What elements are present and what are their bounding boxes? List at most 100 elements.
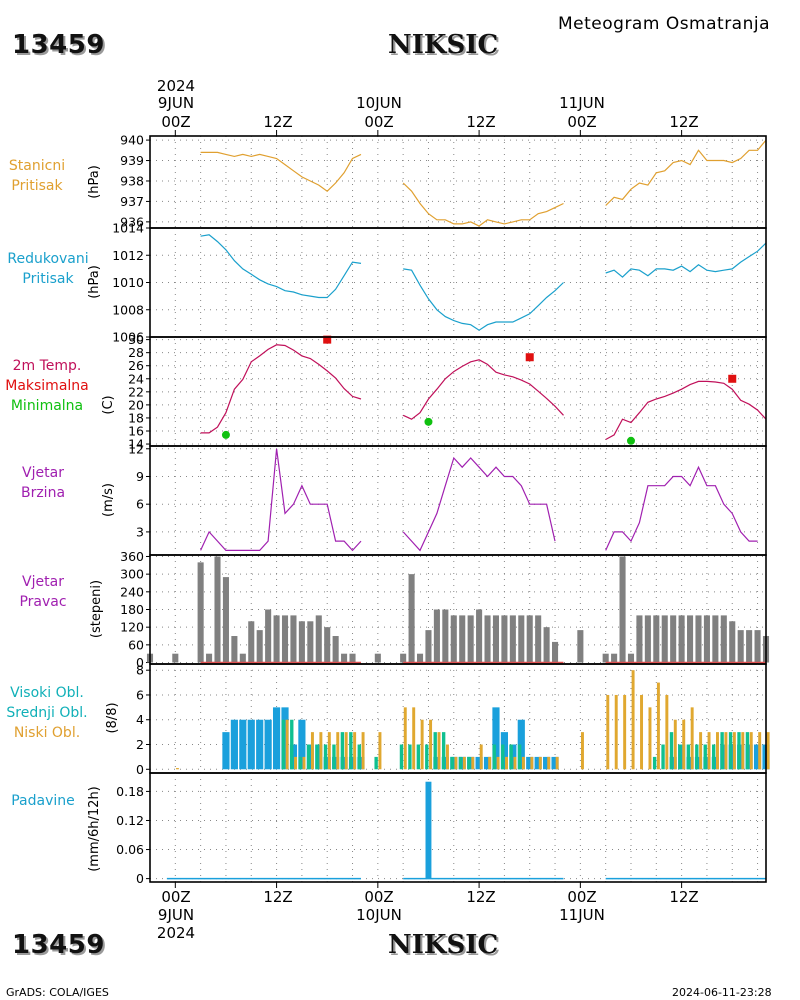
unit-wind-direction: (stepeni) (89, 580, 104, 638)
label-station-pressure-line-2: Pritisak (11, 178, 63, 194)
day-label-bottom-0: 9JUN (157, 906, 195, 924)
bar (737, 630, 744, 663)
hour-label-top-4: 00Z (567, 113, 597, 131)
cloud-bar (412, 707, 416, 770)
y-tick-label: 30 (128, 332, 144, 347)
panel-wind-direction: 0 60 120 180 240 300 360 (120, 549, 770, 670)
cloud-bar (315, 744, 319, 770)
label-clouds: Visoki Obl. Srednji Obl. Niski Obl. (0, 683, 97, 743)
y-tick-label: 6 (136, 497, 144, 512)
min-temp-marker (424, 417, 433, 426)
label-station-pressure: Stanicni Pritisak (0, 156, 87, 196)
chart-title: Meteogram Osmatranja (558, 14, 771, 34)
bar (729, 621, 736, 663)
y-tick-label: 20 (128, 397, 144, 412)
series-line (200, 151, 362, 192)
bar (425, 781, 432, 879)
bar (526, 615, 533, 663)
cloud-bar (454, 756, 458, 770)
bar (492, 615, 500, 663)
label-wind-speed-line-1: Vjetar (22, 465, 64, 481)
bar (307, 621, 314, 663)
label-clouds-line-2: Srednji Obl. (6, 705, 88, 721)
cloud-bar (175, 768, 179, 770)
cloud-bar (501, 744, 505, 770)
series-line (605, 380, 767, 441)
cloud-bar (408, 744, 412, 770)
bar (746, 630, 753, 663)
cloud-bar (745, 732, 750, 770)
cloud-bar (323, 744, 328, 770)
y-tick-label: 28 (128, 345, 144, 360)
bar (265, 609, 272, 663)
cloud-bar (416, 744, 421, 770)
units-layer: (hPa) (hPa) (C) (m/s) (stepeni) (8/8) (m… (87, 165, 120, 872)
cloud-bar (420, 719, 424, 770)
cloud-bar (462, 756, 466, 770)
label-clouds-line-1: Visoki Obl. (10, 685, 84, 701)
bar (222, 577, 229, 663)
series-line (402, 182, 564, 227)
cloud-bar (526, 756, 534, 770)
y-tick-label: 1006 (112, 330, 144, 345)
series-line (200, 234, 362, 299)
cloud-bar (669, 732, 674, 770)
cloud-bar (344, 732, 348, 770)
y-tick-label: 12 (128, 441, 144, 456)
bar (661, 615, 668, 663)
cloud-bar (399, 744, 404, 770)
cloud-bar (513, 756, 517, 770)
hour-label-bottom-4: 00Z (567, 888, 597, 906)
cloud-bar (445, 744, 449, 770)
max-temp-marker (323, 335, 332, 344)
bar (332, 636, 339, 663)
y-tick-label: 120 (120, 620, 144, 635)
y-tick-label: 9 (136, 469, 144, 484)
hour-label-top-3: 12Z (466, 113, 496, 131)
bar (206, 653, 213, 663)
cloud-bar (682, 719, 686, 770)
cloud-bar (247, 719, 255, 770)
panel-frame (149, 135, 767, 229)
y-tick-label: 300 (120, 567, 144, 582)
cloud-bar (580, 732, 584, 770)
cloud-bar (294, 756, 298, 770)
cloud-bar (538, 756, 542, 770)
hour-label-bottom-3: 12Z (466, 888, 496, 906)
cloud-bar (483, 756, 492, 770)
cloud-bar (551, 756, 559, 770)
cloud-bar (357, 744, 361, 770)
y-tick-label: 4 (136, 712, 144, 727)
hour-label-top-2: 00Z (364, 113, 394, 131)
cloud-bar (661, 744, 665, 770)
cloud-bar (429, 719, 433, 770)
cloud-bar (766, 732, 770, 770)
y-tick-label: 1014 (112, 221, 144, 236)
day-label-top-0: 9JUN (157, 94, 195, 112)
bar (687, 615, 694, 663)
cloud-bar (374, 756, 378, 770)
label-wind-direction: Vjetar Pravac (0, 572, 93, 612)
cloud-bar (302, 756, 306, 770)
y-tick-label: 936 (120, 214, 144, 229)
series-line (200, 344, 362, 434)
cloud-bar (711, 744, 716, 770)
cloud-bar (479, 744, 483, 770)
bar (720, 615, 727, 663)
y-tick-label: 0.06 (116, 842, 144, 857)
year-label-top: 2024 (156, 77, 196, 95)
cloud-bar (475, 756, 483, 770)
bar (298, 621, 305, 663)
cloud-bar (648, 707, 652, 770)
label-station-pressure-line-1: Stanicni (8, 158, 66, 174)
bar (239, 653, 246, 663)
cloud-bar (450, 756, 454, 770)
cloud-bar (631, 670, 635, 770)
bar (518, 615, 525, 663)
y-tick-label: 18 (128, 410, 144, 425)
cloud-bar (555, 756, 559, 770)
cloud-bar (505, 756, 508, 770)
cloud-bar (492, 744, 496, 770)
